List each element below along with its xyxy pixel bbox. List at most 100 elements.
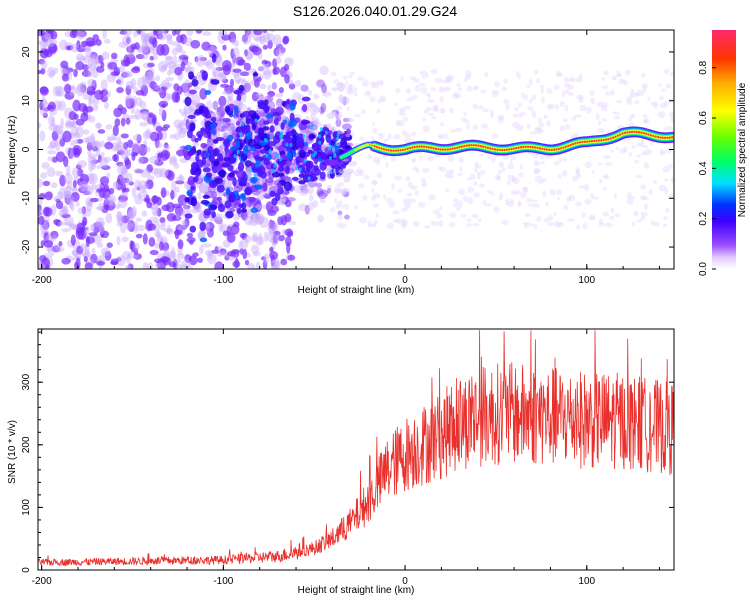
noise-blob: [336, 182, 345, 187]
ridge-blob: [519, 146, 523, 149]
noise-blob: [418, 83, 427, 87]
noise-blob: [379, 95, 386, 102]
noise-blob: [479, 169, 486, 176]
noise-blob: [269, 246, 274, 253]
noise-blob: [102, 90, 112, 98]
noise-blob: [184, 61, 193, 66]
noise-blob: [56, 129, 63, 136]
noise-blob: [302, 183, 308, 189]
noise-blob: [116, 140, 125, 153]
noise-blob: [419, 70, 427, 76]
noise-blob: [141, 38, 148, 50]
noise-blob: [96, 164, 102, 170]
noise-blob: [564, 89, 570, 95]
signal-blob: [235, 121, 240, 126]
noise-blob: [511, 189, 517, 196]
noise-blob: [39, 130, 46, 142]
signal-blob: [250, 176, 258, 184]
noise-blob: [108, 187, 115, 195]
noise-blob: [576, 173, 582, 179]
noise-blob: [636, 89, 645, 97]
noise-blob: [584, 161, 592, 169]
noise-blob: [140, 32, 146, 44]
noise-blob: [601, 76, 605, 81]
noise-blob: [61, 257, 71, 265]
noise-blob: [251, 235, 259, 243]
noise-blob: [650, 220, 654, 226]
noise-blob: [379, 79, 384, 87]
noise-blob: [82, 137, 92, 143]
noise-blob: [317, 190, 324, 197]
noise-blob: [193, 85, 201, 90]
noise-blob: [603, 105, 608, 113]
noise-blob: [142, 49, 149, 60]
noise-blob: [564, 76, 568, 83]
noise-blob: [401, 130, 407, 136]
noise-blob: [556, 188, 563, 196]
noise-blob: [336, 83, 345, 91]
signal-blob: [228, 172, 235, 178]
noise-blob: [559, 125, 565, 132]
noise-blob: [201, 243, 212, 248]
chart-title: S126.2026.040.01.29.G24: [292, 3, 458, 19]
ridge-blob: [486, 146, 490, 149]
ridge-blob: [614, 135, 617, 138]
noise-blob: [257, 213, 265, 225]
noise-blob: [106, 172, 111, 180]
noise-blob: [136, 186, 141, 191]
noise-blob: [471, 213, 479, 219]
noise-blob: [120, 147, 129, 160]
noise-blob: [127, 45, 132, 53]
noise-blob: [473, 192, 481, 198]
signal-blob: [280, 131, 284, 136]
noise-blob: [522, 189, 529, 193]
signal-blob: [199, 237, 208, 243]
noise-blob: [553, 84, 560, 90]
noise-blob: [223, 181, 233, 187]
noise-blob: [315, 182, 323, 188]
noise-blob: [282, 36, 289, 45]
noise-blob: [118, 214, 125, 226]
noise-blob: [517, 102, 522, 108]
noise-blob: [372, 223, 376, 228]
noise-blob: [561, 91, 566, 97]
signal-blob: [196, 159, 204, 168]
noise-blob: [481, 108, 490, 113]
noise-blob: [149, 216, 159, 223]
bottom-x-tick-label: 0: [402, 576, 408, 587]
noise-blob: [192, 252, 199, 257]
noise-blob: [158, 241, 164, 251]
noise-blob: [38, 198, 43, 206]
noise-blob: [628, 152, 632, 157]
ridge-blob: [401, 148, 404, 151]
noise-blob: [116, 211, 122, 223]
noise-blob: [60, 208, 70, 216]
noise-blob: [90, 162, 97, 171]
ridge-blob: [548, 148, 551, 152]
signal-blob: [281, 100, 287, 107]
noise-blob: [446, 77, 453, 83]
noise-blob: [590, 216, 596, 220]
noise-blob: [366, 155, 374, 160]
noise-blob: [214, 261, 224, 269]
noise-blob: [642, 86, 647, 93]
noise-blob: [305, 187, 314, 195]
noise-blob: [92, 234, 103, 245]
noise-blob: [558, 158, 562, 163]
noise-blob: [184, 66, 192, 73]
noise-blob: [509, 158, 513, 165]
noise-blob: [105, 212, 113, 224]
noise-blob: [393, 134, 402, 140]
noise-blob: [609, 149, 615, 153]
noise-blob: [41, 162, 50, 170]
noise-blob: [134, 179, 142, 191]
noise-blob: [262, 259, 268, 269]
noise-blob: [190, 93, 201, 106]
noise-blob: [330, 111, 336, 115]
noise-blob: [433, 104, 439, 109]
noise-blob: [244, 259, 250, 266]
ridge-blob: [602, 138, 605, 142]
noise-blob: [272, 34, 282, 47]
noise-blob: [261, 59, 268, 65]
ridge-blob: [541, 147, 544, 150]
